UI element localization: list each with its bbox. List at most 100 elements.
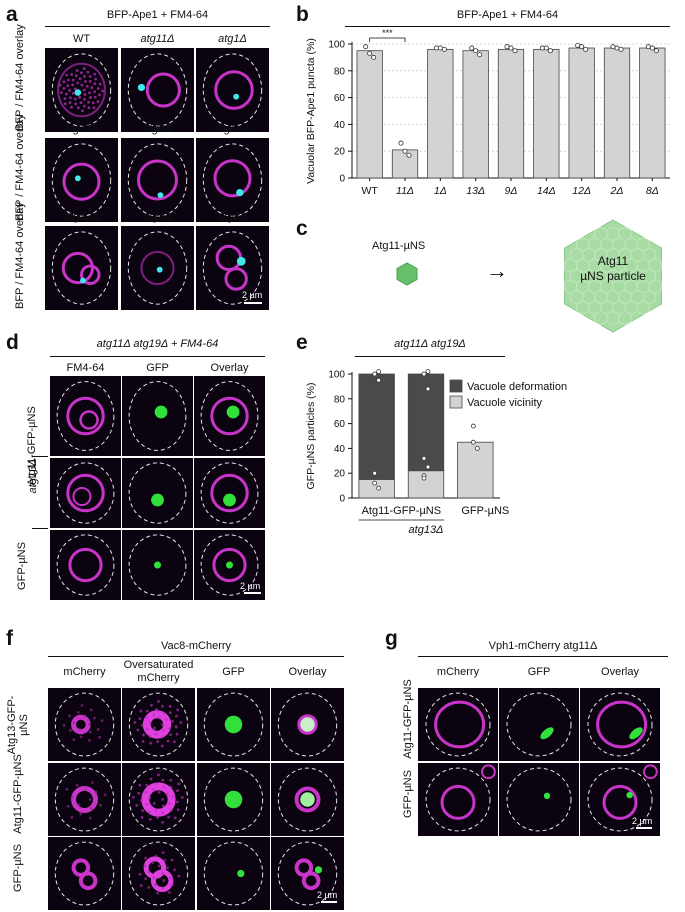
- panel-g-micrograph: [580, 688, 660, 761]
- replicate-point: [575, 42, 581, 48]
- replicate-point: [367, 50, 373, 56]
- diffuse-signal: [96, 87, 100, 90]
- bar: [639, 47, 666, 179]
- diffuse-signal: [88, 730, 92, 734]
- diffuse-signal: [161, 729, 165, 732]
- replicate-point: [508, 45, 514, 51]
- panel-f-micrograph: [122, 837, 195, 910]
- panel-a-micrograph: [196, 48, 269, 132]
- replicate-point: [376, 485, 382, 491]
- panel-f-micrograph: [122, 688, 195, 761]
- cell-outline: [425, 767, 491, 832]
- vacuole-ring: [294, 858, 314, 877]
- vacuole-ring: [602, 784, 638, 820]
- diffuse-signal: [79, 101, 83, 105]
- diffuse-signal: [66, 804, 70, 808]
- diffuse-signal: [168, 704, 172, 708]
- diffuse-signal: [162, 879, 166, 882]
- diffuse-signal: [177, 874, 181, 878]
- diffuse-signal: [94, 77, 98, 81]
- y-axis-label: GFP-µNS particles (%): [305, 383, 317, 490]
- panel-a-header: BFP-Ape1 + FM4-64: [106, 9, 209, 21]
- bar: [427, 48, 454, 179]
- diffuse-signal: [70, 816, 74, 819]
- diffuse-signal: [81, 109, 84, 113]
- x-group-label: Atg11-GFP-µNS: [362, 505, 442, 517]
- atg11-µns-particle-icon: [564, 219, 662, 333]
- diffuse-signal: [168, 711, 172, 715]
- diffuse-signal: [152, 876, 156, 880]
- diffuse-signal: [64, 92, 68, 96]
- panel-d-scale-label: 2 µm: [240, 581, 261, 591]
- diffuse-signal: [62, 723, 66, 727]
- replicate-point: [470, 439, 476, 445]
- diffuse-signal: [96, 100, 100, 103]
- diffuse-signal: [103, 793, 107, 797]
- replicate-point: [512, 48, 518, 54]
- replicate-point: [376, 369, 382, 374]
- vacuole-ring: [434, 700, 486, 749]
- diffuse-signal: [62, 87, 66, 90]
- diffuse-signal: [80, 703, 84, 707]
- panel-g-header-rule: [418, 656, 668, 657]
- y-tick-label: 100: [328, 370, 345, 381]
- cell-outline: [200, 462, 259, 524]
- panel-g-column-label: mCherry: [436, 666, 480, 678]
- gfp-particle: [543, 792, 551, 800]
- diffuse-signal: [89, 96, 92, 99]
- vacuole-ring: [140, 250, 175, 286]
- diffuse-signal: [93, 716, 96, 720]
- diffuse-signal: [167, 815, 170, 819]
- cell-outline: [51, 53, 112, 127]
- panel-d-column-label: FM4-64: [66, 362, 105, 374]
- x-tick-label: 13Δ: [466, 185, 485, 197]
- diffuse-signal: [93, 72, 97, 76]
- panel-f-micrograph: [271, 763, 344, 836]
- panel-f-column-label: GFP: [222, 666, 245, 678]
- diffuse-signal: [180, 796, 184, 799]
- x-tick-label: 1Δ: [434, 185, 447, 197]
- bar: [391, 149, 419, 179]
- panel-d-row-label: GFP-µNS: [16, 542, 28, 590]
- diffuse-signal: [63, 97, 67, 101]
- panel-f-row-label: GFP-µNS: [12, 843, 24, 892]
- panel-b-letter: b: [296, 3, 309, 26]
- panel-f-micrograph-image: [128, 692, 189, 757]
- panel-a-column-label: atg9Δ: [143, 123, 172, 135]
- diffuse-signal: [154, 883, 157, 887]
- x-tick-label: 14Δ: [537, 185, 556, 197]
- cell-outline: [203, 692, 264, 757]
- panel-a-row-label: BFP / FM4-64 overlay: [14, 202, 26, 309]
- panel-f-scale-label: 2 µm: [317, 890, 338, 900]
- panel-a-micrograph: [121, 48, 194, 132]
- cell-outline: [54, 767, 115, 832]
- legend-label: Vacuole vicinity: [467, 397, 542, 409]
- replicate-point: [425, 464, 431, 470]
- panel-a-micrograph-image: [202, 143, 263, 217]
- x-tick-label: GFP-µNS: [461, 505, 509, 517]
- diffuse-signal: [169, 785, 173, 789]
- diffuse-signal: [152, 713, 155, 717]
- diffuse-signal: [161, 798, 164, 801]
- diffuse-signal: [161, 735, 164, 739]
- vacuole-ring: [212, 547, 247, 583]
- panel-a-scale-label: 2 µm: [242, 290, 263, 300]
- panel-d-micrograph: [50, 376, 121, 456]
- gfp-particle: [298, 715, 317, 734]
- diffuse-signal: [145, 716, 149, 720]
- replicate-point: [372, 480, 378, 486]
- cell-outline: [51, 143, 112, 217]
- diffuse-signal: [154, 808, 158, 812]
- panel-a-column-label: atg13Δ: [64, 123, 99, 135]
- gfp-particle: [226, 405, 240, 419]
- diffuse-signal: [172, 740, 176, 744]
- replicate-point: [402, 148, 408, 154]
- replicate-point: [433, 45, 439, 51]
- replicate-point: [614, 45, 620, 51]
- cell-outline: [203, 841, 264, 906]
- bar: [462, 50, 489, 179]
- panel-f-micrograph-image: [54, 841, 115, 906]
- gfp-particle: [300, 792, 315, 807]
- diffuse-signal: [161, 811, 165, 815]
- diffuse-signal: [160, 723, 164, 726]
